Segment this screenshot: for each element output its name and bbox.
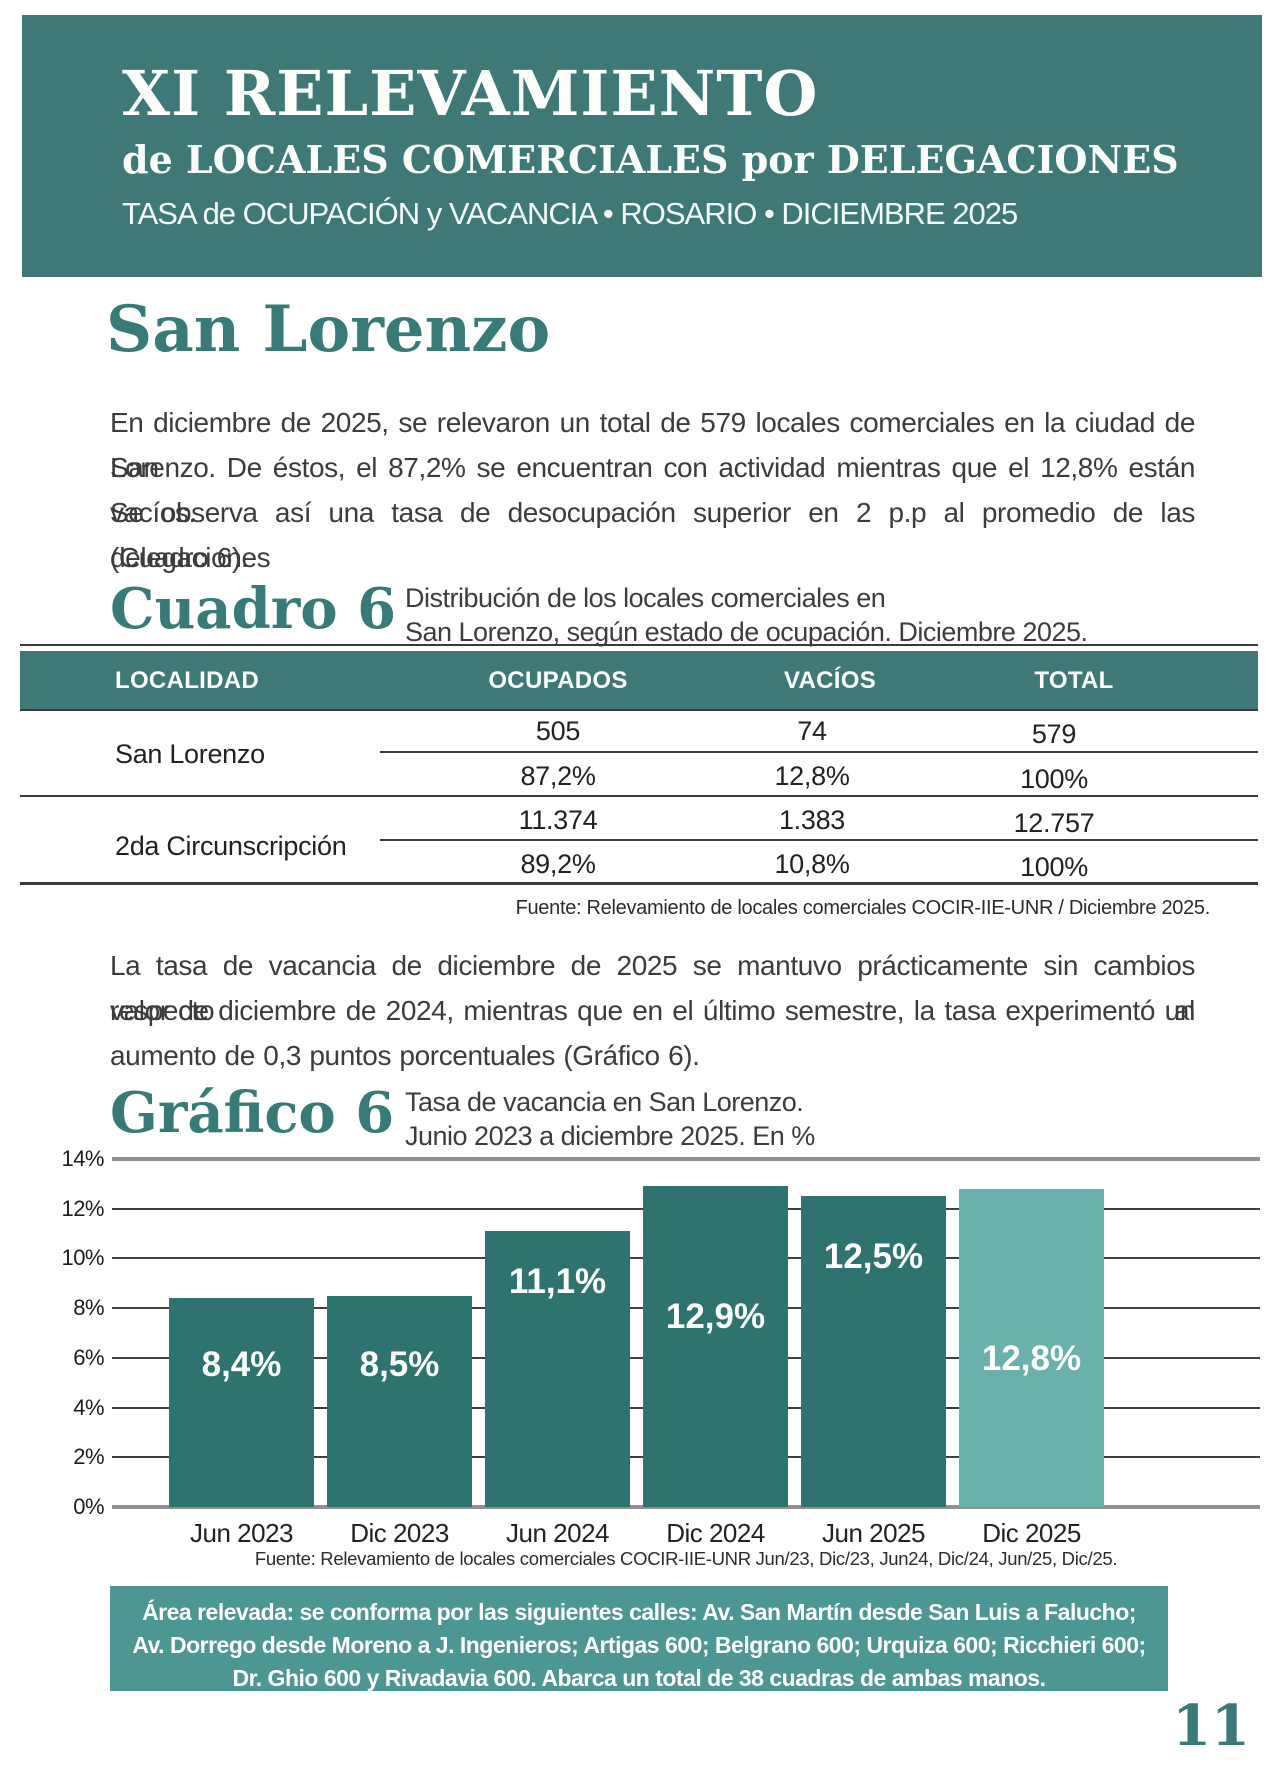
infobox-line: Av. Dorrego desde Moreno a J. Ingenieros… xyxy=(132,1632,1146,1658)
y-axis-tick-label: 2% xyxy=(73,1444,104,1470)
x-axis-tick-label: Dic 2023 xyxy=(350,1518,449,1548)
bar-value-label: 8,4% xyxy=(201,1345,282,1384)
table-sub-separator xyxy=(380,751,1258,753)
column-header-total: TOTAL xyxy=(1034,667,1114,694)
table-cell: 12.757 xyxy=(1013,808,1095,838)
paragraph-line: aumento de 0,3 puntos porcentuales (Gráf… xyxy=(110,1040,700,1071)
table-label: Cuadro 6 xyxy=(110,576,397,642)
paragraph-line: Se observa así una tasa de desocupación … xyxy=(110,497,1195,573)
table-cell: 74 xyxy=(797,716,827,746)
surveyed-area-infobox: Área relevada: se conforma por las sigui… xyxy=(110,1586,1168,1691)
paragraph-line: En diciembre de 2025, se relevaron un to… xyxy=(110,407,1195,483)
table-header-row: LOCALIDAD OCUPADOS VACÍOS TOTAL xyxy=(20,651,1258,709)
table-bottom-border xyxy=(20,882,1258,885)
y-axis-tick-label: 12% xyxy=(61,1195,104,1221)
bar-value-label: 11,1% xyxy=(508,1262,607,1301)
infobox-line: Dr. Ghio 600 y Rivadavia 600. Abarca un … xyxy=(232,1665,1046,1691)
y-axis-tick-label: 8% xyxy=(73,1295,104,1321)
table-cell: 579 xyxy=(1031,719,1077,749)
paragraph-line: Lorenzo. De éstos, el 87,2% se encuentra… xyxy=(110,452,1195,528)
paragraph-line: valor de diciembre de 2024, mientras que… xyxy=(110,995,1195,1026)
bar-value-label: 12,9% xyxy=(665,1297,766,1336)
x-axis-tick-label: Dic 2025 xyxy=(982,1518,1081,1548)
table-cell: 87,2% xyxy=(520,761,596,791)
bar-value-label: 8,5% xyxy=(359,1345,440,1384)
y-axis-tick-label: 0% xyxy=(73,1494,104,1519)
chart-caption-line1: Tasa de vacancia en San Lorenzo. xyxy=(405,1087,804,1117)
page-number: 11 xyxy=(1172,1693,1250,1759)
column-header-ocupados: OCUPADOS xyxy=(488,667,628,694)
table-top-border xyxy=(20,644,1258,646)
bar-dic-2025 xyxy=(959,1188,1104,1507)
table-cell: 89,2% xyxy=(520,849,596,879)
intro-paragraph: En diciembre de 2025, se relevaron un to… xyxy=(110,400,1195,580)
gridline-4pct xyxy=(112,1406,1260,1409)
table-cell: 10,8% xyxy=(774,849,850,879)
table-header-underline xyxy=(20,709,1258,711)
infobox-line: Área relevada: se conforma por las sigui… xyxy=(142,1599,1136,1625)
x-axis-tick-label: Jun 2023 xyxy=(190,1518,293,1548)
table-group-separator xyxy=(20,795,1258,797)
gridline-10pct xyxy=(112,1257,1260,1260)
report-title: XI RELEVAMIENTO xyxy=(122,57,819,130)
chart-label: Gráfico 6 xyxy=(110,1080,395,1146)
chart-caption-line2: Junio 2023 a diciembre 2025. En % xyxy=(405,1121,815,1151)
header-banner: XI RELEVAMIENTO de LOCALES COMERCIALES p… xyxy=(22,15,1262,277)
paragraph-line: (Cuadro 6). xyxy=(110,542,249,573)
x-axis-tick-label: Jun 2025 xyxy=(822,1518,925,1548)
table-cell: 100% xyxy=(1020,852,1088,882)
bar-jun-2023 xyxy=(169,1298,314,1507)
table-caption-line1: Distribución de los locales comerciales … xyxy=(405,583,886,613)
y-axis-tick-label: 4% xyxy=(73,1394,104,1420)
y-axis-tick-label: 14% xyxy=(61,1146,104,1171)
x-axis-tick-label: Dic 2024 xyxy=(666,1518,765,1548)
table-source-note: Fuente: Relevamiento de locales comercia… xyxy=(515,897,1211,919)
bar-value-label: 12,5% xyxy=(823,1237,924,1276)
table-cell: 11.374 xyxy=(518,805,598,835)
bar-jun-2025 xyxy=(801,1196,946,1507)
vacancy-paragraph: La tasa de vacancia de diciembre de 2025… xyxy=(110,943,1195,1078)
bar-jun-2024 xyxy=(485,1231,630,1507)
gridline-14pct xyxy=(112,1157,1260,1161)
report-tagline: TASA de OCUPACIÓN y VACANCIA • ROSARIO •… xyxy=(122,196,1018,231)
column-header-vacios: VACÍOS xyxy=(783,667,877,694)
table-row-locality: 2da Circunscripción xyxy=(115,831,347,861)
chart-source-note: Fuente: Relevamiento de locales comercia… xyxy=(254,1548,1118,1569)
table-cell: 1.383 xyxy=(778,805,846,835)
gridline-8pct xyxy=(112,1307,1260,1310)
table-cell: 505 xyxy=(535,716,581,746)
table-cell: 12,8% xyxy=(774,761,850,791)
gridline-0pct xyxy=(112,1505,1260,1509)
table-row-locality: San Lorenzo xyxy=(115,739,265,769)
paragraph-line: La tasa de vacancia de diciembre de 2025… xyxy=(110,950,1195,1026)
y-axis-tick-label: 10% xyxy=(61,1245,104,1271)
table-cell: 100% xyxy=(1020,764,1088,794)
y-axis-tick-label: 6% xyxy=(73,1344,104,1370)
gridline-2pct xyxy=(112,1456,1260,1459)
column-header-localidad: LOCALIDAD xyxy=(115,667,260,694)
section-heading: San Lorenzo xyxy=(106,292,551,367)
bar-value-label: 12,8% xyxy=(981,1339,1082,1378)
table-caption-line2: San Lorenzo, según estado de ocupación. … xyxy=(405,617,1088,647)
bar-dic-2024 xyxy=(643,1186,788,1507)
gridline-12pct xyxy=(112,1207,1260,1210)
table-sub-separator xyxy=(380,839,1258,841)
bar-dic-2023 xyxy=(327,1295,472,1507)
gridline-6pct xyxy=(112,1356,1260,1359)
report-subtitle: de LOCALES COMERCIALES por DELEGACIONES xyxy=(122,137,1179,182)
x-axis-tick-label: Jun 2024 xyxy=(506,1518,609,1548)
